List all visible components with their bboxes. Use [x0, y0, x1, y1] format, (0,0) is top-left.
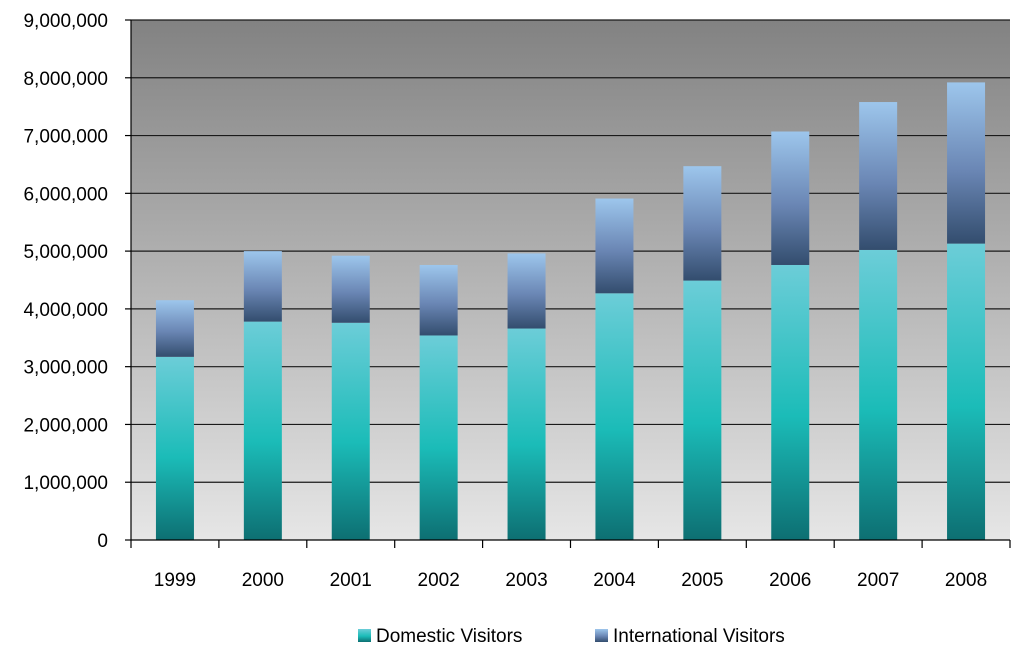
bar-domestic-visitors-2003 [507, 328, 546, 540]
bar-domestic-visitors-2005 [683, 280, 722, 540]
bar-international-visitors-2007 [859, 102, 898, 250]
x-axis-tick-labels: 1999 2000 2001 2002 2003 2004 2005 2006 2007 2008 [154, 570, 987, 591]
bar-domestic-visitors-2006 [771, 264, 810, 540]
bar-domestic-visitors-2008 [947, 243, 986, 540]
legend-swatch-domestic-visitors [358, 629, 371, 642]
x-tick-label: 2002 [418, 570, 460, 591]
y-tick-label: 5,000,000 [23, 242, 108, 263]
bar-domestic-visitors-2007 [859, 249, 898, 540]
y-tick-label: 6,000,000 [23, 184, 108, 205]
x-tick-label: 2008 [945, 570, 987, 591]
y-tick-label: 0 [97, 531, 108, 552]
x-tick-label: 1999 [154, 570, 196, 591]
y-tick-label: 7,000,000 [23, 127, 108, 148]
y-tick-label: 1,000,000 [23, 473, 108, 494]
legend-label: Domestic Visitors [376, 626, 522, 646]
bar-international-visitors-2001 [331, 255, 370, 323]
x-tick-label: 2001 [330, 570, 372, 591]
y-tick-label: 9,000,000 [23, 11, 108, 32]
x-tick-label: 2005 [681, 570, 723, 591]
bar-domestic-visitors-1999 [155, 356, 194, 540]
bar-international-visitors-2000 [243, 251, 282, 322]
bar-international-visitors-1999 [155, 300, 194, 357]
x-tick-label: 2006 [769, 570, 811, 591]
y-tick-label: 3,000,000 [23, 358, 108, 379]
x-tick-label: 2003 [505, 570, 547, 591]
axes [125, 19, 1011, 548]
y-tick-label: 8,000,000 [23, 69, 108, 90]
x-tick-label: 2004 [593, 570, 636, 591]
y-tick-label: 2,000,000 [23, 415, 108, 436]
bar-international-visitors-2005 [683, 166, 722, 281]
bar-international-visitors-2008 [947, 82, 986, 244]
x-tick-label: 2007 [857, 570, 899, 591]
bar-international-visitors-2002 [419, 264, 458, 336]
legend-label: International Visitors [613, 626, 785, 646]
bar-domestic-visitors-2000 [243, 321, 282, 540]
bars [155, 82, 986, 540]
legend: Domestic Visitors International Visitors [358, 626, 785, 646]
legend-swatch-international-visitors [595, 629, 608, 642]
x-tick-label: 2000 [242, 570, 284, 591]
y-tick-label: 4,000,000 [23, 300, 108, 321]
bar-domestic-visitors-2002 [419, 335, 458, 540]
bar-domestic-visitors-2001 [331, 322, 370, 540]
y-axis-tick-labels: 0 1,000,000 2,000,000 3,000,000 4,000,000 5,0… [23, 11, 108, 552]
bar-international-visitors-2006 [771, 131, 810, 265]
bar-domestic-visitors-2004 [595, 293, 634, 540]
bar-international-visitors-2003 [507, 253, 546, 329]
bar-international-visitors-2004 [595, 198, 634, 294]
